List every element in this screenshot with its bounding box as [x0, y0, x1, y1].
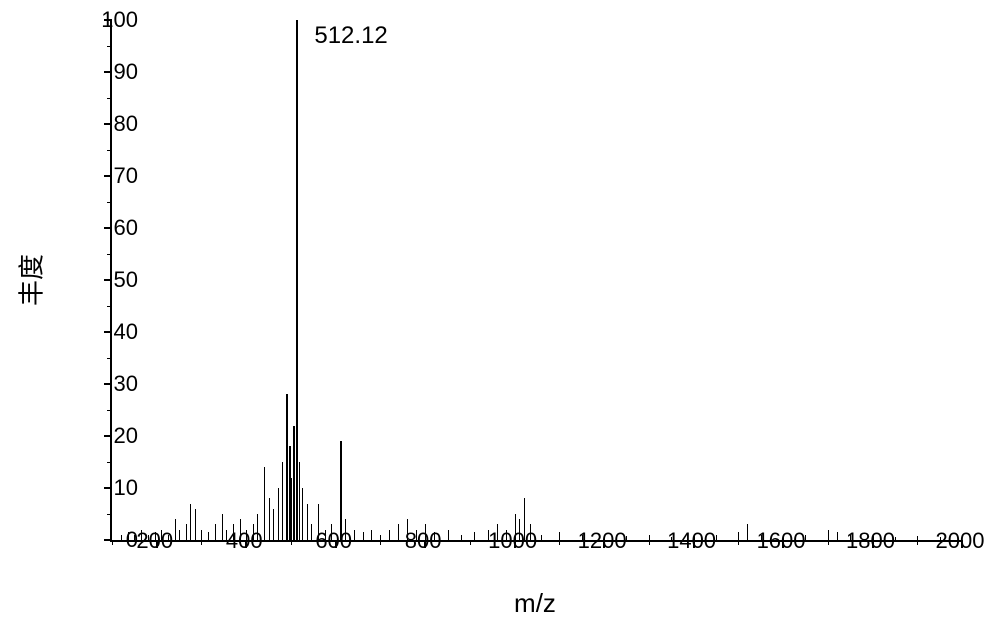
spectrum-peak	[215, 524, 216, 540]
x-tick-label: 1400	[667, 528, 716, 554]
y-tick	[104, 71, 112, 73]
spectrum-peak	[541, 535, 542, 540]
y-tick-label: 80	[114, 111, 138, 137]
spectrum-peak	[296, 20, 298, 540]
y-tick-label: 60	[114, 215, 138, 241]
spectrum-peak	[371, 530, 372, 540]
x-tick-label: 200	[136, 528, 173, 554]
spectrum-peak	[738, 532, 739, 540]
y-tick	[104, 487, 112, 489]
x-axis-title: m/z	[514, 588, 556, 619]
spectrum-peak	[461, 535, 462, 540]
y-tick	[104, 539, 112, 541]
y-tick-label: 90	[114, 59, 138, 85]
x-tick-label: 800	[405, 528, 442, 554]
y-tick	[104, 279, 112, 281]
spectrum-peak	[175, 519, 176, 540]
y-axis-title: 丰度	[12, 254, 49, 306]
spectrum-peak	[311, 524, 312, 540]
y-tick	[104, 227, 112, 229]
spectrum-peak	[917, 536, 918, 540]
spectrum-peak	[398, 524, 399, 540]
x-tick-label: 600	[315, 528, 352, 554]
spectrum-peak	[264, 467, 265, 540]
spectrum-peak	[282, 462, 283, 540]
spectrum-peak	[302, 488, 303, 540]
x-tick-label: 1800	[846, 528, 895, 554]
y-tick	[104, 383, 112, 385]
spectrum-peak	[649, 535, 650, 540]
peak-annotation: 512.12	[314, 22, 387, 50]
spectrum-peak	[828, 530, 829, 540]
spectrum-peak	[195, 509, 196, 540]
spectrum-peak	[559, 532, 560, 540]
spectrum-peak	[354, 530, 355, 540]
spectrum-peak	[380, 535, 381, 540]
spectrum-peak	[448, 530, 449, 540]
spectrum-peak	[278, 488, 279, 540]
mass-spectrum-chart: 512.12	[110, 20, 960, 560]
spectrum-peak	[299, 462, 300, 540]
y-tick	[104, 123, 112, 125]
spectrum-peak	[307, 504, 308, 540]
y-tick-label: 100	[101, 7, 138, 33]
spectrum-peak	[474, 532, 475, 540]
y-tick-label: 30	[114, 371, 138, 397]
y-tick	[104, 175, 112, 177]
x-tick-label: 1200	[578, 528, 627, 554]
spectrum-peak	[186, 524, 187, 540]
y-tick-label: 10	[114, 475, 138, 501]
spectrum-peak	[747, 524, 748, 540]
x-tick-label: 1600	[757, 528, 806, 554]
spectrum-peak	[179, 530, 180, 540]
spectrum-peak	[293, 426, 295, 540]
spectrum-peak	[837, 532, 838, 540]
x-tick-label: 400	[226, 528, 263, 554]
spectrum-peak	[805, 535, 806, 540]
y-tick-label: 20	[114, 423, 138, 449]
spectrum-peak	[273, 509, 274, 540]
spectrum-peak	[340, 441, 342, 540]
plot-area: 512.12	[110, 20, 962, 542]
y-tick-label: 50	[114, 267, 138, 293]
spectrum-peak	[389, 530, 390, 540]
y-tick	[104, 435, 112, 437]
spectrum-peak	[291, 478, 292, 540]
spectrum-peak	[269, 498, 270, 540]
spectrum-peak	[626, 536, 627, 540]
spectrum-peak	[190, 504, 191, 540]
x-tick-label: 1000	[488, 528, 537, 554]
spectrum-peak	[121, 535, 122, 540]
y-tick-label: 40	[114, 319, 138, 345]
spectrum-peak	[895, 537, 896, 540]
x-tick-label: 2000	[936, 528, 985, 554]
y-tick	[104, 331, 112, 333]
spectrum-peak	[208, 532, 209, 540]
y-tick-label: 70	[114, 163, 138, 189]
spectrum-peak	[716, 535, 717, 540]
spectrum-peak	[363, 532, 364, 540]
spectrum-peak	[222, 514, 223, 540]
spectrum-peak	[201, 530, 202, 540]
